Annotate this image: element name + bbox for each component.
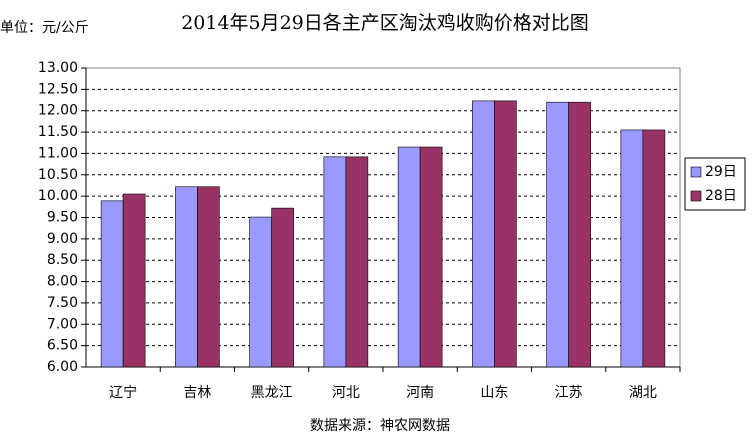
legend-label: 28日 [705, 188, 737, 204]
legend-swatch [690, 166, 702, 178]
y-tick-label: 7.50 [47, 295, 78, 311]
bar [568, 101, 591, 368]
chart-title: 2014年5月29日各主产区淘汰鸡收购价格对比图 [181, 12, 589, 34]
y-tick-label: 11.50 [38, 124, 78, 140]
y-tick-label: 12.50 [38, 81, 78, 97]
unit-label: 单位：元/公斤 [0, 20, 89, 36]
bar [642, 129, 666, 368]
bar [197, 186, 220, 368]
x-tick-label: 山东 [480, 385, 508, 401]
x-tick-label: 辽宁 [109, 384, 137, 401]
legend-box [684, 157, 746, 211]
source-note: 数据来源：神农网数据 [310, 418, 450, 434]
x-tick-label: 江苏 [555, 385, 583, 401]
y-tick-label: 6.50 [47, 338, 78, 354]
y-tick-label: 10.50 [38, 167, 78, 183]
bar [249, 216, 272, 368]
y-tick-label: 7.00 [47, 316, 78, 332]
x-tick-label: 河南 [406, 385, 434, 401]
y-tick-label: 12.00 [38, 103, 78, 119]
y-tick-label: 11.00 [38, 145, 78, 161]
bar [345, 156, 369, 368]
y-tick-label: 10.00 [38, 188, 78, 204]
legend-swatch [690, 190, 702, 202]
y-tick-label: 9.00 [47, 231, 78, 247]
bar [122, 193, 146, 368]
bar [175, 186, 198, 368]
bar [397, 146, 421, 368]
bar [472, 100, 495, 368]
y-tick-label: 9.50 [47, 210, 78, 226]
x-tick-label: 吉林 [183, 385, 211, 401]
x-tick-label: 黑龙江 [251, 385, 293, 401]
bar [271, 207, 294, 368]
y-tick-label: 8.50 [47, 252, 78, 268]
bar [620, 129, 644, 368]
legend-label: 29日 [705, 164, 737, 180]
bar [494, 100, 517, 368]
y-tick-label: 13.00 [38, 60, 78, 76]
bar [546, 101, 569, 368]
x-tick-label: 湖北 [629, 385, 657, 401]
y-tick-label: 8.00 [47, 274, 78, 290]
y-tick-label: 6.00 [47, 359, 78, 375]
bar [323, 156, 347, 368]
x-tick-label: 河北 [332, 385, 360, 401]
bar [100, 200, 124, 368]
bar [419, 146, 443, 368]
